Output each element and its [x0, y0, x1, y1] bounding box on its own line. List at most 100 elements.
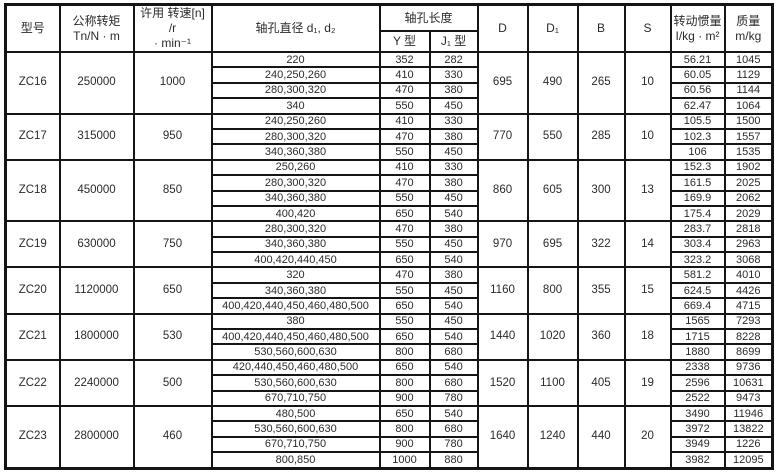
table-row: 340,360,380 550 450 169.9 2062: [6, 189, 774, 207]
cell-inertia: 169.9: [669, 189, 726, 207]
table-row: 340,360,380 550 450 106 1535: [6, 143, 774, 161]
cell-inertia: 175.4: [669, 204, 726, 223]
cell-model: ZC16: [4, 51, 61, 115]
cell-mass: 7293: [723, 312, 774, 331]
cell-mass: 1500: [723, 112, 774, 130]
cell-j1-length: 450: [428, 312, 479, 331]
cell-j1-length: 450: [428, 143, 479, 161]
table-row: ZC20 1120000 650 320 470 380 1160 800 355 15 581.2…: [4, 266, 774, 315]
table-row: ZC16 250000 1000 220 352 282 695 490 265 10 56.21 1…: [4, 50, 774, 115]
cell-bore-diameter: 340,360,380: [210, 281, 381, 300]
cell-mass: 2029: [723, 204, 774, 223]
cell-y-length: 800: [378, 420, 431, 438]
cell-mass: 1129: [723, 66, 774, 84]
cell-bore-diameter: 280,300,320: [210, 81, 381, 100]
cell-speed: 650: [132, 266, 213, 315]
cell-y-length: 410: [378, 66, 431, 84]
cell-model: ZC18: [4, 158, 61, 223]
col-header-s: S: [623, 3, 672, 53]
spec-table: 型号 公称转矩 Tn/N · m 许用 转速[n] /r · min⁻¹ 轴孔直…: [4, 3, 775, 470]
cell-j1-length: 780: [428, 389, 479, 408]
cell-inertia: 669.4: [669, 297, 726, 315]
cell-d1: 695: [526, 220, 579, 269]
cell-y-length: 550: [378, 281, 431, 300]
cell-j1-length: 330: [428, 112, 479, 130]
table-row: 280,300,320 470 380 102.3 1557: [6, 127, 774, 146]
col-header-b: B: [576, 3, 626, 53]
cell-b: 355: [576, 266, 626, 315]
table-row: 340,360,380 550 450 624.5 4426: [6, 281, 774, 300]
cell-y-length: 550: [378, 312, 431, 331]
cell-torque: 1120000: [58, 266, 135, 315]
table-row: 670,710,750 900 780 2522 9473: [6, 389, 774, 408]
cell-s: 19: [623, 358, 672, 407]
cell-bore-diameter: 340,360,380: [210, 189, 381, 207]
cell-bore-diameter: 380: [210, 312, 381, 331]
cell-inertia: 161.5: [669, 174, 726, 192]
cell-inertia: 303.4: [669, 235, 726, 254]
cell-b: 405: [576, 358, 626, 407]
cell-j1-length: 540: [428, 358, 479, 377]
cell-y-length: 650: [378, 358, 431, 377]
cell-j1-length: 540: [428, 328, 479, 346]
cell-model: ZC23: [4, 404, 61, 470]
cell-d1: 550: [526, 112, 579, 161]
cell-model: ZC19: [4, 220, 61, 269]
cell-inertia: 1565: [669, 312, 726, 331]
cell-torque: 2240000: [58, 358, 135, 407]
cell-d1: 800: [526, 266, 579, 315]
cell-speed: 1000: [132, 51, 213, 115]
cell-y-length: 470: [378, 266, 431, 284]
cell-inertia: 62.47: [669, 97, 726, 115]
cell-y-length: 470: [378, 81, 431, 100]
cell-y-length: 1000: [378, 451, 431, 470]
cell-y-length: 550: [378, 143, 431, 161]
col-header-d: D: [476, 3, 529, 53]
cell-j1-length: 540: [428, 204, 479, 223]
cell-inertia: 3949: [669, 435, 726, 454]
cell-mass: 4426: [723, 281, 774, 300]
table-row: 400,420 650 540 175.4 2029: [6, 204, 774, 223]
cell-y-length: 470: [378, 127, 431, 146]
cell-bore-diameter: 340,360,380: [210, 235, 381, 254]
table-row: 400,420,440,450,460,480,500 650 540 1715 822…: [6, 328, 774, 346]
cell-bore-diameter: 670,710,750: [210, 435, 381, 454]
cell-j1-length: 680: [428, 343, 479, 361]
col-header-inertia: 转动惯量 I/kg · m²: [669, 3, 726, 53]
cell-mass: 11946: [723, 404, 774, 423]
cell-y-length: 650: [378, 204, 431, 223]
cell-s: 10: [623, 51, 672, 115]
cell-mass: 2963: [723, 235, 774, 254]
table-row: 530,560,600,630 800 680 3972 13822: [6, 420, 774, 438]
cell-mass: 1535: [723, 143, 774, 161]
cell-speed: 500: [132, 358, 213, 407]
cell-speed: 460: [132, 404, 213, 470]
cell-d1: 1020: [526, 312, 579, 361]
cell-j1-length: 680: [428, 420, 479, 438]
col-header-bore-length-group: 轴孔长度: [378, 3, 479, 33]
cell-inertia: 2338: [669, 358, 726, 377]
table-body: ZC16 250000 1000 220 352 282 695 490 265 10 56.21 1…: [4, 50, 774, 470]
cell-y-length: 650: [378, 251, 431, 269]
cell-d1: 605: [526, 158, 579, 223]
cell-b: 440: [576, 404, 626, 470]
cell-s: 13: [623, 158, 672, 223]
col-header-y-type: Y 型: [378, 30, 431, 53]
cell-y-length: 470: [378, 174, 431, 192]
cell-bore-diameter: 400,420: [210, 204, 381, 223]
cell-inertia: 3982: [669, 451, 726, 470]
cell-j1-length: 450: [428, 97, 479, 115]
cell-inertia: 152.3: [669, 158, 726, 177]
cell-torque: 2800000: [58, 404, 135, 470]
cell-bore-diameter: 340,360,380: [210, 143, 381, 161]
cell-bore-diameter: 400,420,440,450,460,480,500: [210, 297, 381, 315]
cell-mass: 3068: [723, 251, 774, 269]
cell-s: 10: [623, 112, 672, 161]
cell-inertia: 60.56: [669, 81, 726, 100]
cell-y-length: 410: [378, 158, 431, 177]
cell-y-length: 352: [378, 50, 431, 69]
table-row: ZC23 2800000 460 480,500 650 540 1640 1240 440 20…: [4, 404, 774, 470]
cell-s: 14: [623, 220, 672, 269]
cell-s: 20: [623, 404, 672, 470]
table-row: ZC19 630000 750 280,300,320 470 380 970 695 322 1…: [4, 220, 774, 269]
